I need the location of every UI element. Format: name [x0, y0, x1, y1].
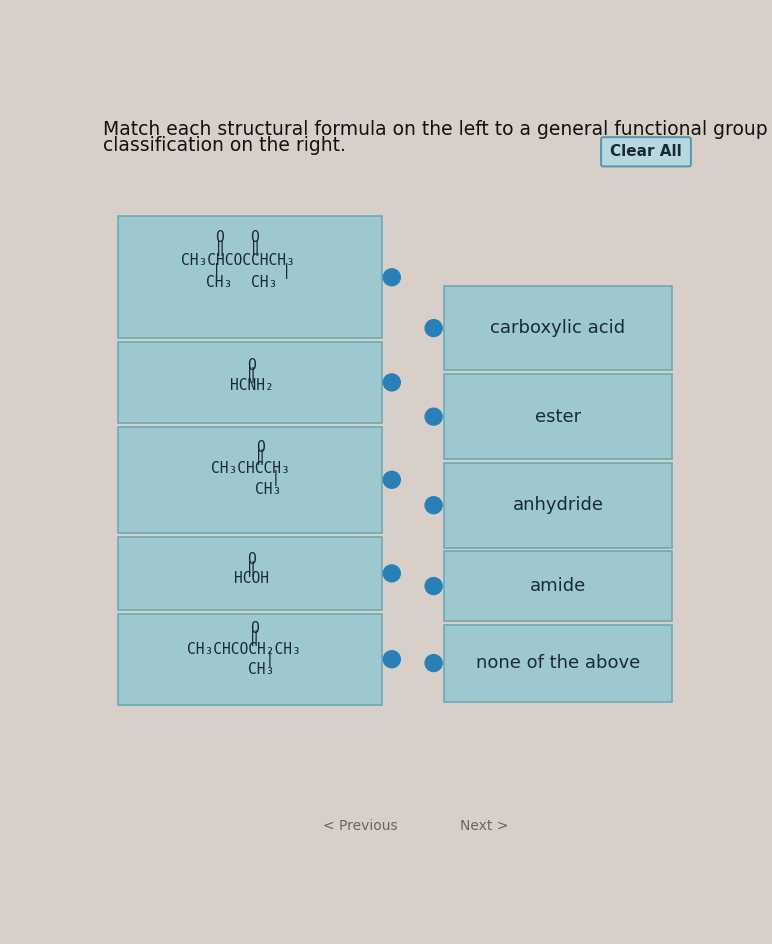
Circle shape — [383, 269, 401, 286]
Text: ‖: ‖ — [247, 366, 256, 382]
Circle shape — [425, 408, 442, 425]
Text: O: O — [256, 440, 264, 455]
Text: HCNH₂: HCNH₂ — [229, 378, 273, 393]
Text: O: O — [250, 621, 259, 636]
Bar — [444, 625, 672, 701]
Circle shape — [425, 578, 442, 595]
Text: CH₃: CH₃ — [255, 481, 281, 497]
Text: CH₃: CH₃ — [251, 276, 277, 290]
Text: |: | — [213, 651, 274, 667]
Bar — [444, 375, 672, 459]
Text: none of the above: none of the above — [476, 654, 640, 672]
Text: Match each structural formula on the left to a general functional group: Match each structural formula on the lef… — [103, 120, 767, 139]
Text: ‖: ‖ — [256, 449, 264, 465]
Bar — [118, 427, 381, 533]
Text: CH₃CHCOCCHCH₃: CH₃CHCOCCHCH₃ — [181, 253, 295, 268]
Text: O: O — [247, 552, 256, 567]
Bar — [444, 463, 672, 548]
Circle shape — [425, 654, 442, 671]
FancyBboxPatch shape — [601, 137, 691, 166]
Text: |       |: | | — [186, 263, 291, 279]
Circle shape — [383, 374, 401, 391]
Circle shape — [383, 565, 401, 582]
Bar — [444, 286, 672, 370]
Bar — [118, 537, 381, 610]
Text: O: O — [247, 358, 256, 373]
Text: amide: amide — [530, 577, 586, 595]
Text: Clear All: Clear All — [610, 144, 682, 160]
Circle shape — [383, 650, 401, 667]
Text: |: | — [219, 470, 280, 486]
Bar — [444, 551, 672, 621]
Bar — [118, 614, 381, 704]
Text: ‖   ‖: ‖ ‖ — [216, 240, 260, 256]
Text: ester: ester — [535, 408, 581, 426]
Text: HCOH: HCOH — [234, 571, 269, 586]
Bar — [118, 216, 381, 338]
Circle shape — [383, 471, 401, 488]
Text: O   O: O O — [216, 229, 260, 244]
Text: classification on the right.: classification on the right. — [103, 136, 346, 155]
Bar — [118, 342, 381, 423]
Text: ‖: ‖ — [247, 561, 256, 577]
Text: < Previous: < Previous — [323, 819, 398, 834]
Circle shape — [425, 320, 442, 337]
Text: CH₃CHCOCH₂CH₃: CH₃CHCOCH₂CH₃ — [187, 642, 300, 657]
Text: CH₃: CH₃ — [248, 663, 274, 678]
Text: CH₃CHCCH₃: CH₃CHCCH₃ — [211, 461, 290, 476]
Circle shape — [425, 497, 442, 514]
Text: ‖: ‖ — [250, 631, 259, 647]
Text: CH₃: CH₃ — [206, 276, 232, 290]
Text: anhydride: anhydride — [513, 497, 604, 514]
Text: Next >: Next > — [460, 819, 508, 834]
Text: carboxylic acid: carboxylic acid — [490, 319, 625, 337]
